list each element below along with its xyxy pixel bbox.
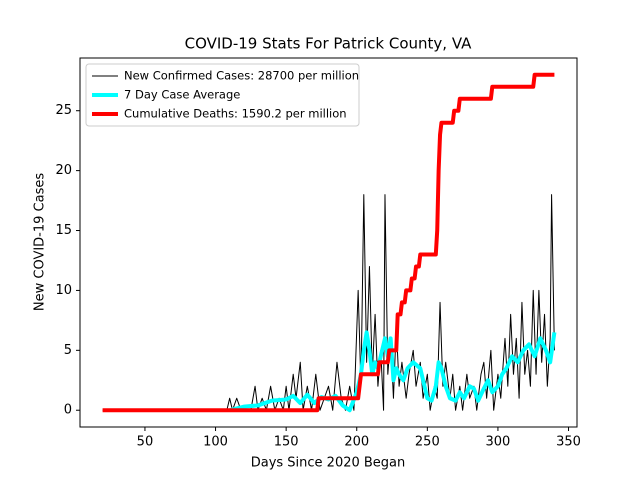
x-tick-label: 150: [274, 435, 299, 450]
legend-label: New Confirmed Cases: 28700 per million: [124, 69, 359, 83]
y-axis-label: New COVID-19 Cases: [33, 173, 48, 311]
x-tick-label: 350: [556, 435, 581, 450]
legend-label: Cumulative Deaths: 1590.2 per million: [124, 107, 347, 121]
y-tick-label: 15: [55, 223, 72, 238]
y-tick-label: 0: [64, 403, 72, 418]
y-tick-label: 25: [55, 103, 72, 118]
legend-label: 7 Day Case Average: [124, 88, 240, 102]
y-tick-label: 10: [55, 283, 72, 298]
x-axis-label: Days Since 2020 Began: [251, 456, 406, 471]
y-tick-label: 5: [64, 343, 72, 358]
plot-frame: [79, 57, 578, 428]
legend: New Confirmed Cases: 28700 per million 7 …: [85, 63, 360, 127]
chart-title: COVID-19 Stats For Patrick County, VA: [185, 35, 473, 53]
x-tick-label: 200: [344, 435, 369, 450]
x-tick-label: 100: [203, 435, 228, 450]
x-tick-label: 300: [486, 435, 511, 450]
legend-box: [85, 63, 360, 127]
x-tick-label: 50: [137, 435, 154, 450]
series-line: [102, 194, 555, 411]
x-tick-label: 250: [415, 435, 440, 450]
y-tick-label: 20: [55, 163, 72, 178]
series-line: [102, 72, 555, 413]
